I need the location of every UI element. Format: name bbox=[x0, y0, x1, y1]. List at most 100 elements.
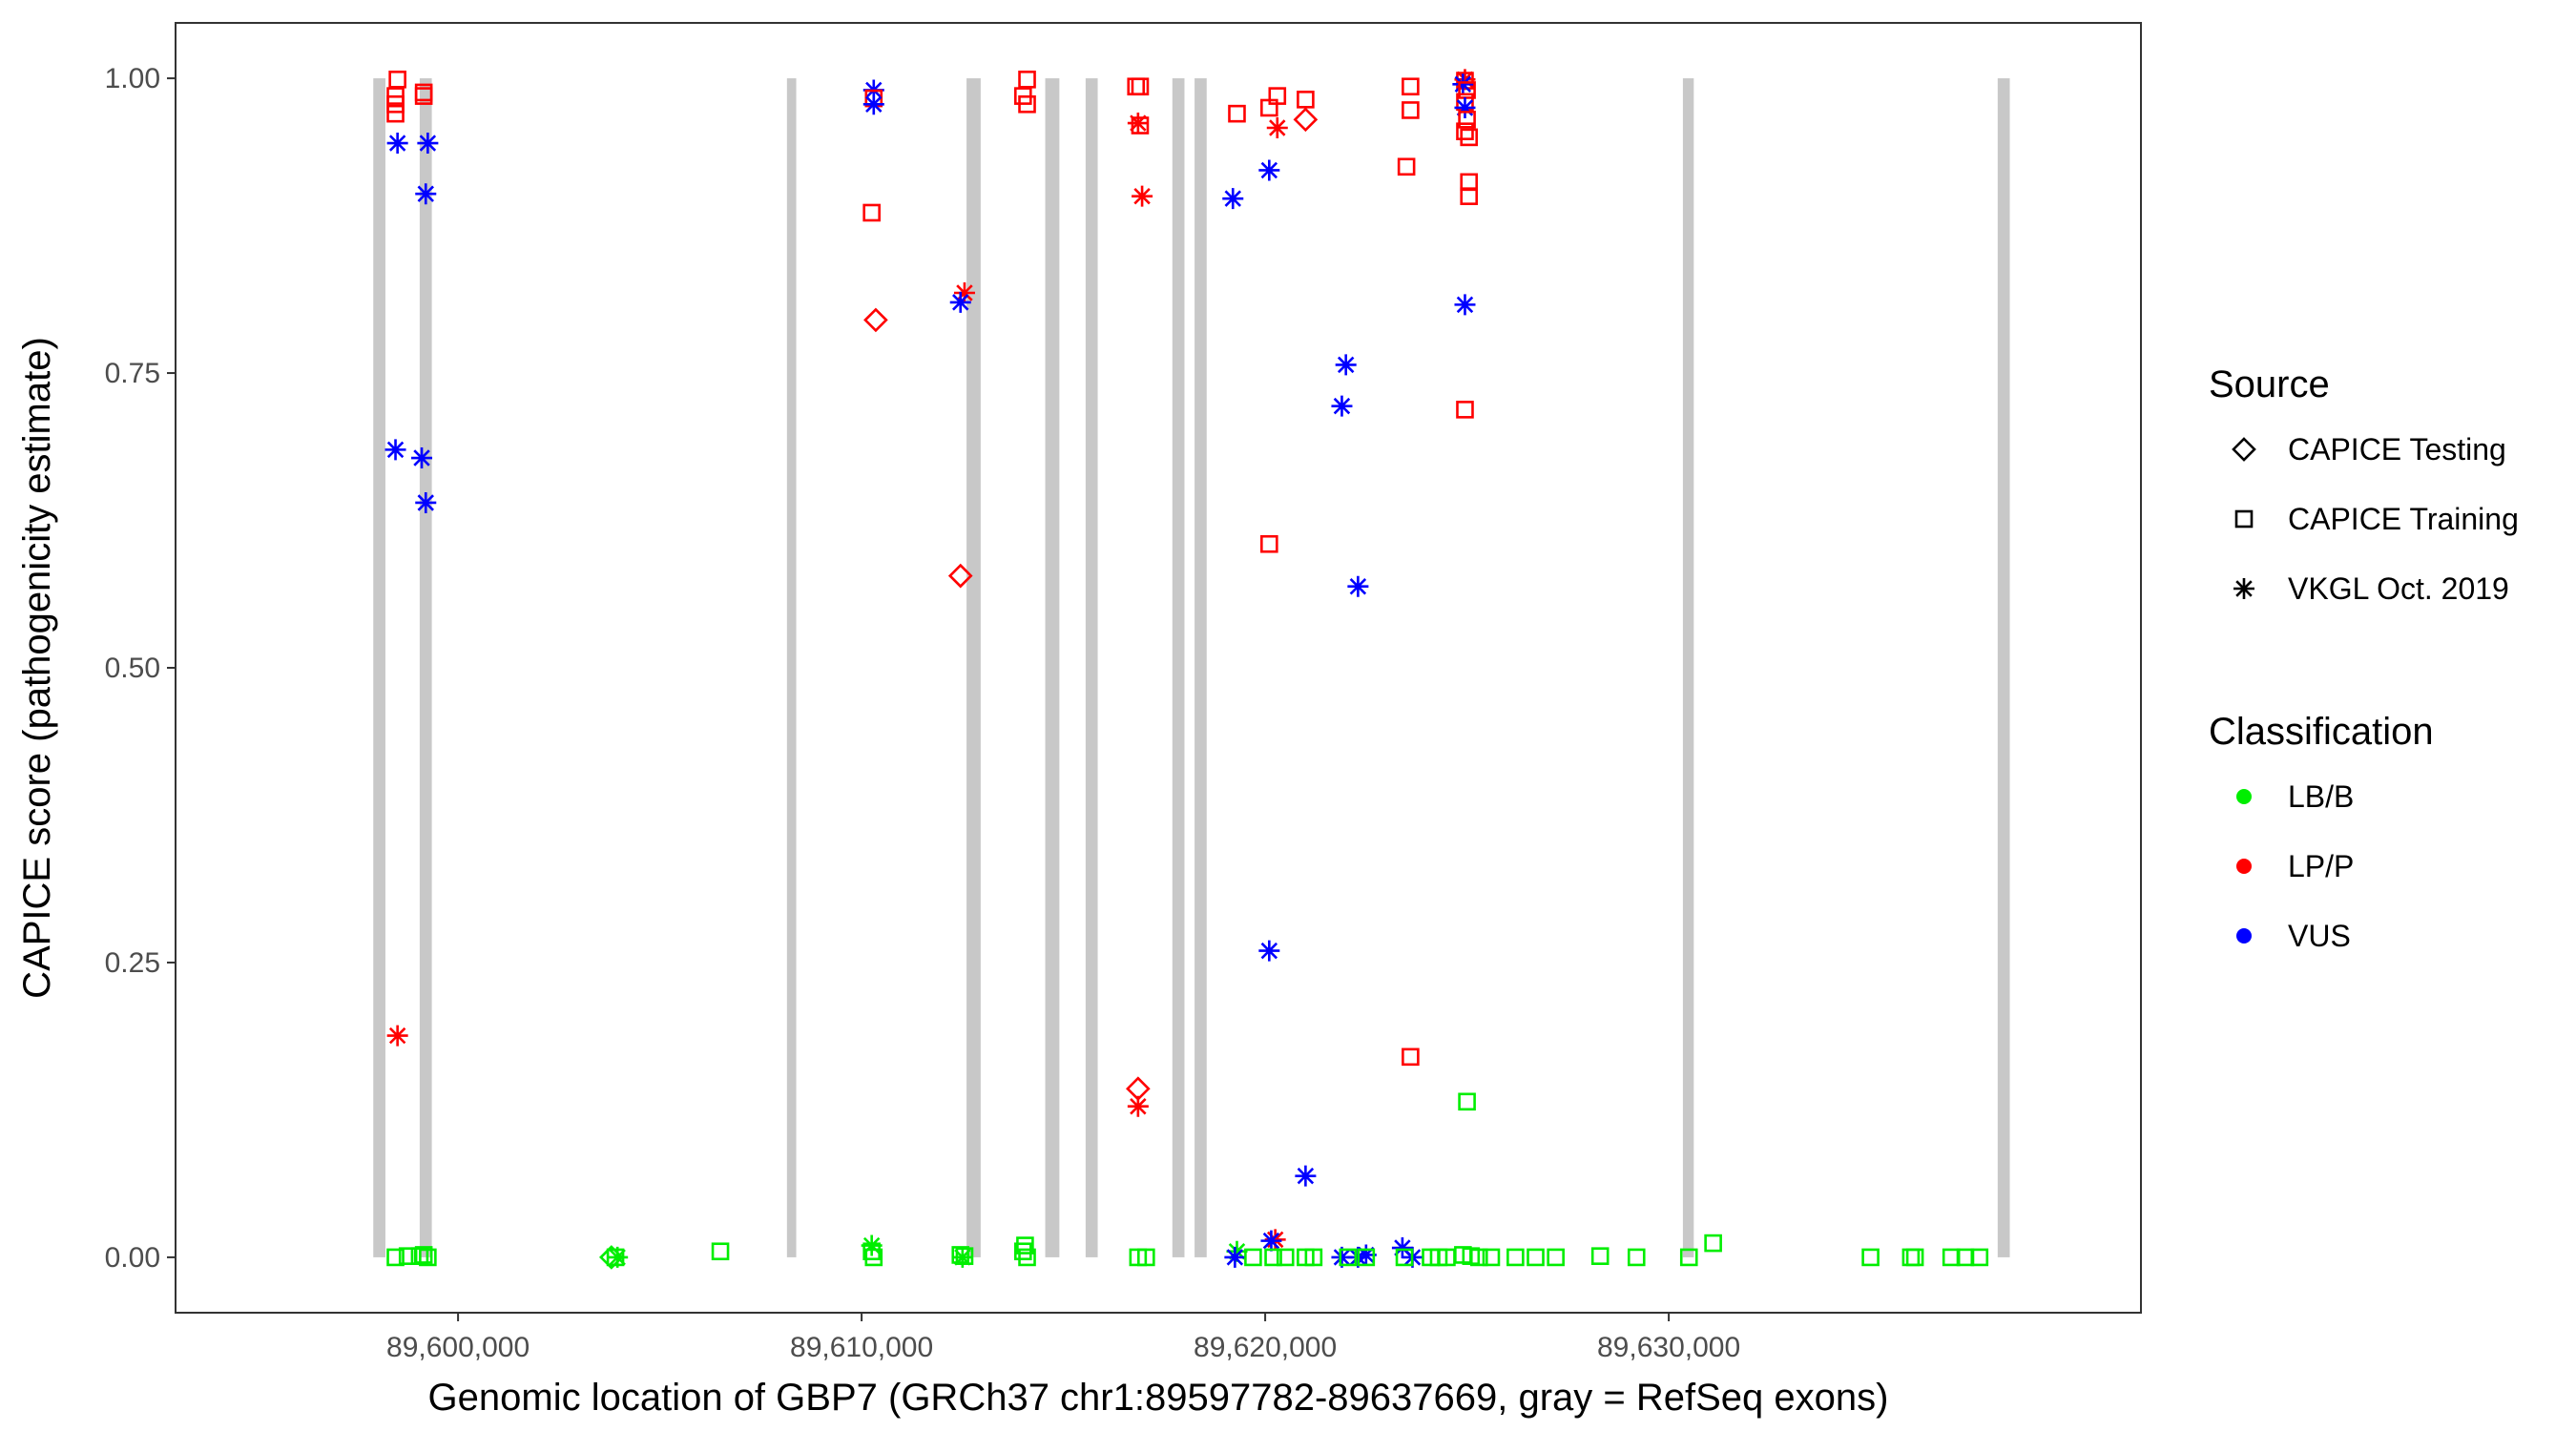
data-point bbox=[1679, 1248, 1698, 1267]
data-point bbox=[1460, 187, 1479, 205]
legend-label-lpp: LP/P bbox=[2288, 849, 2354, 883]
data-point bbox=[1397, 157, 1416, 176]
legend-source-title: Source bbox=[2209, 363, 2330, 405]
data-point bbox=[1458, 111, 1476, 129]
data-point bbox=[1018, 94, 1036, 114]
data-point bbox=[1260, 1230, 1282, 1252]
data-point bbox=[1456, 122, 1474, 140]
y-tick-label: 0.25 bbox=[105, 947, 160, 979]
data-point bbox=[862, 203, 881, 222]
data-point bbox=[1905, 1248, 1924, 1267]
data-point bbox=[1627, 1248, 1646, 1267]
data-point bbox=[1452, 73, 1474, 95]
data-point bbox=[1127, 1095, 1149, 1117]
data-point bbox=[1458, 1092, 1476, 1111]
data-point bbox=[1357, 1248, 1376, 1267]
legend-key-diamond bbox=[2232, 437, 2256, 462]
exon-bar bbox=[1997, 78, 2010, 1257]
data-point bbox=[1527, 1248, 1545, 1267]
y-axis-title: CAPICE score (pathogenicity estimate) bbox=[16, 337, 58, 999]
data-point bbox=[386, 1025, 408, 1047]
data-point bbox=[386, 94, 405, 114]
data-point bbox=[388, 71, 406, 89]
data-point bbox=[1293, 107, 1319, 133]
data-point bbox=[1458, 81, 1476, 99]
data-point bbox=[1402, 1047, 1420, 1067]
exon-bar bbox=[966, 78, 981, 1257]
x-axis-title: Genomic location of GBP7 (GRCh37 chr1:89… bbox=[428, 1377, 1889, 1419]
data-point bbox=[417, 133, 439, 155]
data-point bbox=[1264, 1248, 1282, 1267]
data-point bbox=[1331, 1246, 1353, 1268]
data-point bbox=[1547, 1248, 1565, 1267]
legend-class-keys bbox=[2236, 789, 2252, 944]
data-point bbox=[1506, 1248, 1525, 1267]
exon-bar bbox=[373, 78, 385, 1257]
x-tick-label: 89,600,000 bbox=[386, 1332, 530, 1363]
data-point bbox=[1295, 1165, 1317, 1187]
data-point bbox=[1331, 395, 1353, 417]
data-point bbox=[1339, 1248, 1358, 1267]
exon-bar bbox=[419, 78, 432, 1257]
legend-key-dot bbox=[2236, 859, 2252, 874]
data-point bbox=[1297, 91, 1315, 109]
data-point bbox=[1018, 71, 1036, 89]
data-point bbox=[415, 491, 437, 513]
x-tick-label: 89,610,000 bbox=[790, 1332, 933, 1363]
legend-key-square bbox=[2234, 509, 2254, 529]
data-point bbox=[949, 291, 971, 313]
data-point bbox=[1456, 401, 1474, 419]
data-point bbox=[386, 1248, 405, 1267]
data-point bbox=[863, 307, 888, 333]
data-point bbox=[1266, 116, 1288, 138]
data-point bbox=[1018, 1248, 1036, 1267]
y-tick-label: 1.00 bbox=[105, 63, 160, 94]
data-point bbox=[1013, 1242, 1032, 1261]
data-point bbox=[1224, 1246, 1246, 1268]
data-point bbox=[414, 1246, 433, 1264]
data-point bbox=[1132, 185, 1153, 207]
data-point bbox=[1454, 69, 1476, 91]
data-point bbox=[1131, 116, 1150, 135]
data-point bbox=[861, 1234, 883, 1256]
exon-bar bbox=[786, 78, 797, 1257]
legend-label-lbb: LB/B bbox=[2288, 779, 2354, 814]
data-point bbox=[1276, 1248, 1295, 1267]
x-tick-label: 89,630,000 bbox=[1597, 1332, 1740, 1363]
data-point bbox=[1391, 1237, 1413, 1259]
data-point bbox=[862, 1242, 881, 1261]
data-point bbox=[415, 183, 437, 205]
data-point bbox=[1268, 87, 1287, 105]
exon-bar bbox=[1195, 78, 1207, 1257]
data-point bbox=[862, 93, 884, 115]
data-point bbox=[1258, 159, 1280, 181]
data-point bbox=[1347, 575, 1369, 597]
legend-key-dot bbox=[2236, 928, 2252, 944]
data-point bbox=[1304, 1248, 1323, 1267]
plot-area bbox=[373, 69, 2010, 1270]
data-point bbox=[1127, 113, 1149, 135]
x-tick-label: 89,620,000 bbox=[1194, 1332, 1337, 1363]
legend-source-keys bbox=[2232, 437, 2256, 599]
data-point bbox=[1861, 1248, 1880, 1267]
legend-label-capice-testing: CAPICE Testing bbox=[2288, 432, 2506, 467]
data-point bbox=[411, 447, 433, 469]
data-point bbox=[1456, 72, 1474, 90]
data-point bbox=[1402, 101, 1420, 119]
legend: Source CAPICE Testing CAPICE Training VK… bbox=[2209, 363, 2519, 953]
legend-label-vkgl: VKGL Oct. 2019 bbox=[2288, 571, 2509, 606]
legend-key-dot bbox=[2236, 789, 2252, 804]
data-point bbox=[1970, 1248, 1989, 1267]
legend-label-capice-training: CAPICE Training bbox=[2288, 502, 2519, 536]
y-tick-label: 0.00 bbox=[105, 1242, 160, 1274]
data-point bbox=[1454, 96, 1476, 118]
data-point bbox=[598, 1245, 624, 1270]
data-point bbox=[384, 439, 406, 461]
data-point bbox=[1244, 1248, 1262, 1267]
data-point bbox=[386, 104, 405, 123]
data-point bbox=[1355, 1244, 1377, 1266]
data-point bbox=[951, 1246, 973, 1268]
data-point bbox=[1482, 1248, 1501, 1267]
